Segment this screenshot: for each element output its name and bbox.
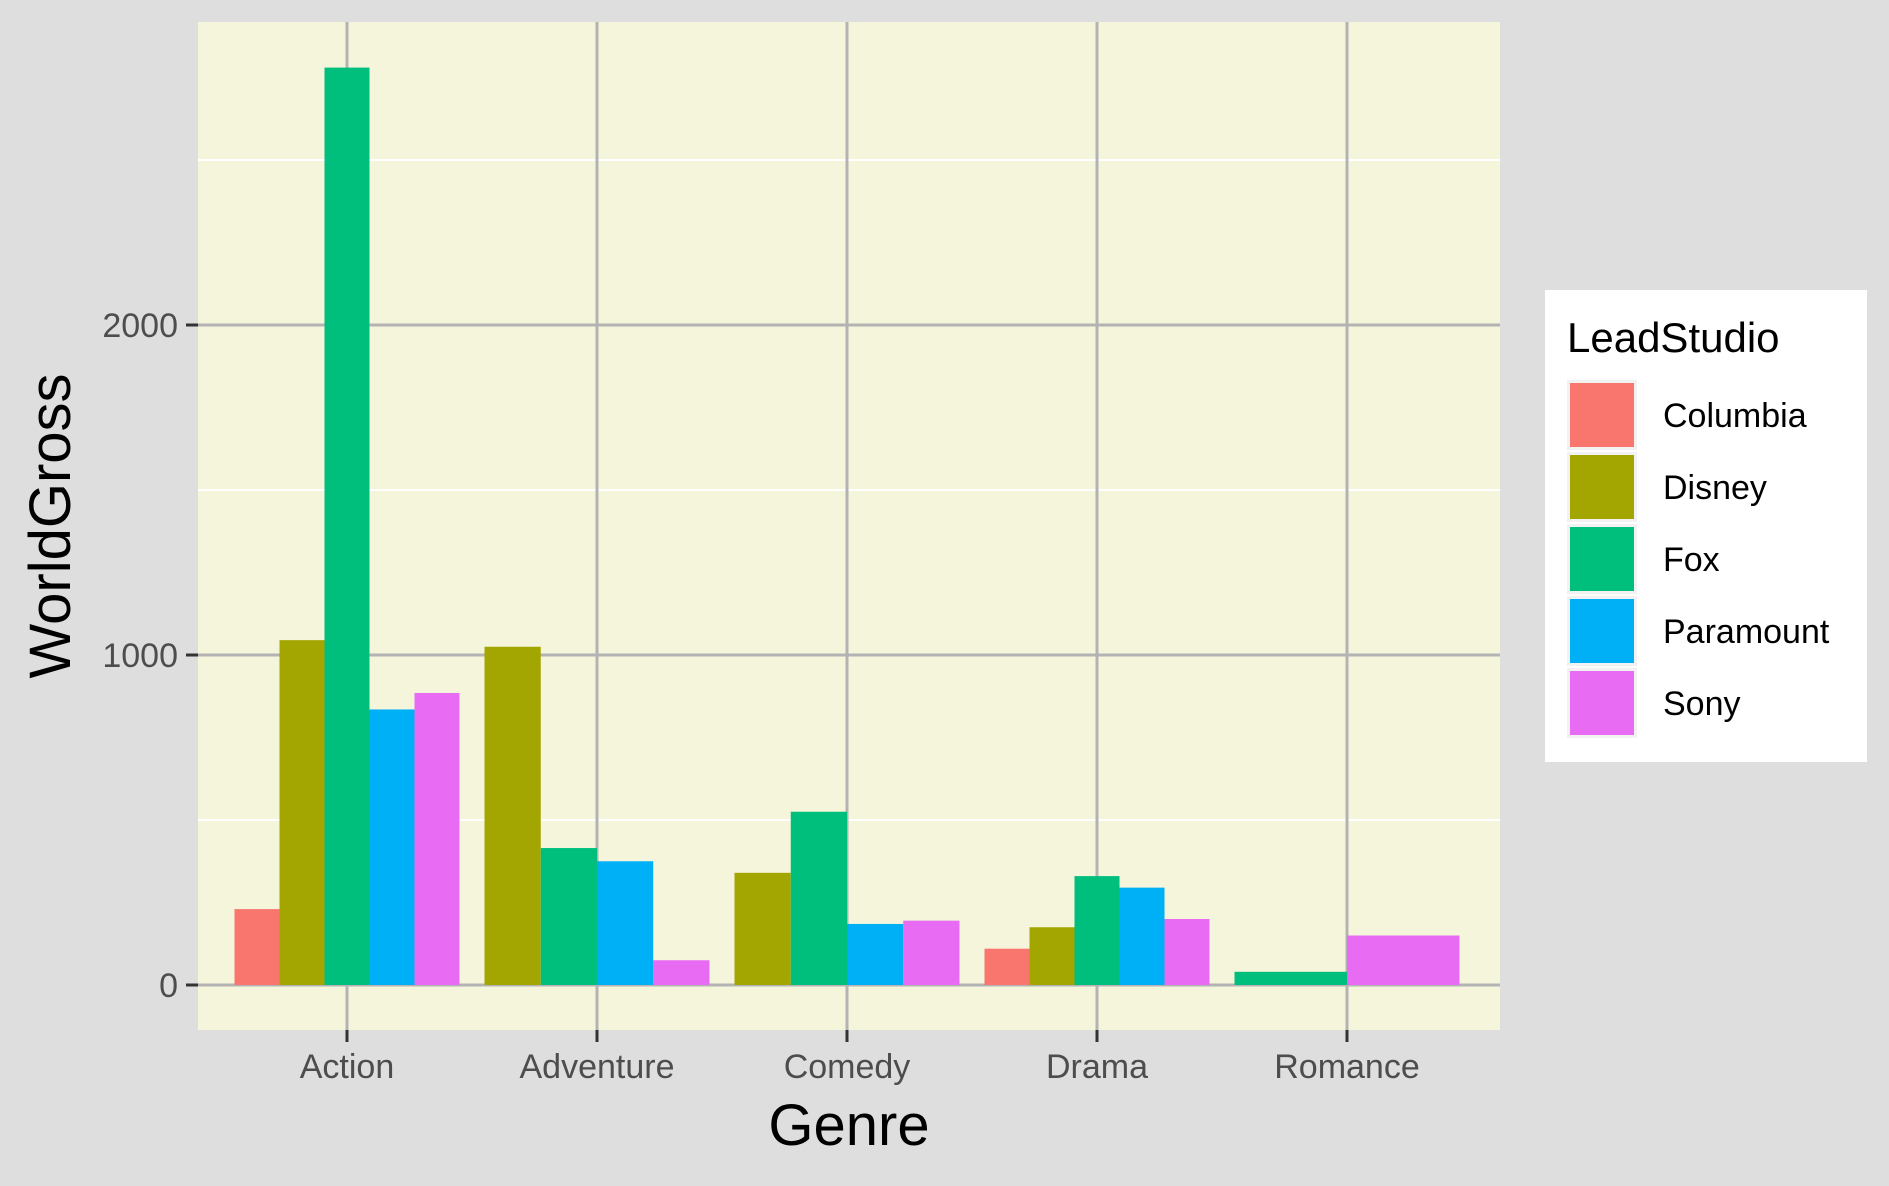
legend-label-sony: Sony [1663, 685, 1741, 723]
bar-sony-comedy [903, 920, 960, 985]
bar-sony-drama [1164, 919, 1210, 985]
legend-label-fox: Fox [1663, 541, 1720, 579]
bar-paramount-drama [1119, 887, 1165, 985]
legend-key-fox [1570, 527, 1634, 591]
axes: 0 1000 2000 Action Adventure Comedy Drama Roman… [102, 307, 1419, 1086]
legend-key-paramount [1570, 599, 1634, 663]
bar-sony-romance [1347, 935, 1460, 985]
y-tick-label: 2000 [102, 307, 178, 345]
bar-paramount-comedy [847, 923, 904, 985]
x-tick-label: Drama [1046, 1048, 1148, 1086]
bar-disney-adventure [484, 646, 541, 985]
bar-sony-action [414, 692, 460, 985]
legend-key-disney [1570, 455, 1634, 519]
legend-label-paramount: Paramount [1663, 613, 1830, 651]
bar-sony-adventure [653, 960, 710, 985]
bars [234, 67, 1460, 986]
bar-columbia-drama [984, 948, 1030, 985]
legend-label-disney: Disney [1663, 469, 1767, 507]
legend: LeadStudio Columbia Disney Fox Paramount Son… [1545, 290, 1867, 762]
bar-paramount-adventure [597, 861, 654, 985]
x-tick-label: Romance [1274, 1048, 1420, 1086]
bar-columbia-action [234, 909, 280, 985]
bar-fox-adventure [540, 848, 597, 985]
legend-title: LeadStudio [1567, 314, 1780, 361]
legend-label-columbia: Columbia [1663, 397, 1807, 435]
bar-fox-romance [1234, 971, 1347, 985]
bar-fox-action [324, 67, 370, 986]
x-axis-title: Genre [768, 1093, 929, 1158]
bar-fox-comedy [790, 811, 847, 985]
legend-key-columbia [1570, 383, 1634, 447]
x-tick-label: Adventure [520, 1048, 675, 1086]
y-tick-label: 1000 [102, 637, 178, 675]
bar-disney-drama [1029, 927, 1075, 985]
legend-key-sony [1570, 671, 1634, 735]
bar-disney-comedy [734, 872, 791, 985]
legend-items: Columbia Disney Fox Paramount Sony [1567, 380, 1830, 738]
bar-fox-drama [1074, 876, 1120, 985]
bar-disney-action [279, 640, 325, 985]
x-tick-label: Comedy [784, 1048, 911, 1086]
bar-paramount-action [369, 709, 415, 985]
x-tick-label: Action [300, 1048, 395, 1086]
y-axis-title: WorldGross [18, 373, 83, 678]
y-tick-label: 0 [159, 967, 178, 1005]
